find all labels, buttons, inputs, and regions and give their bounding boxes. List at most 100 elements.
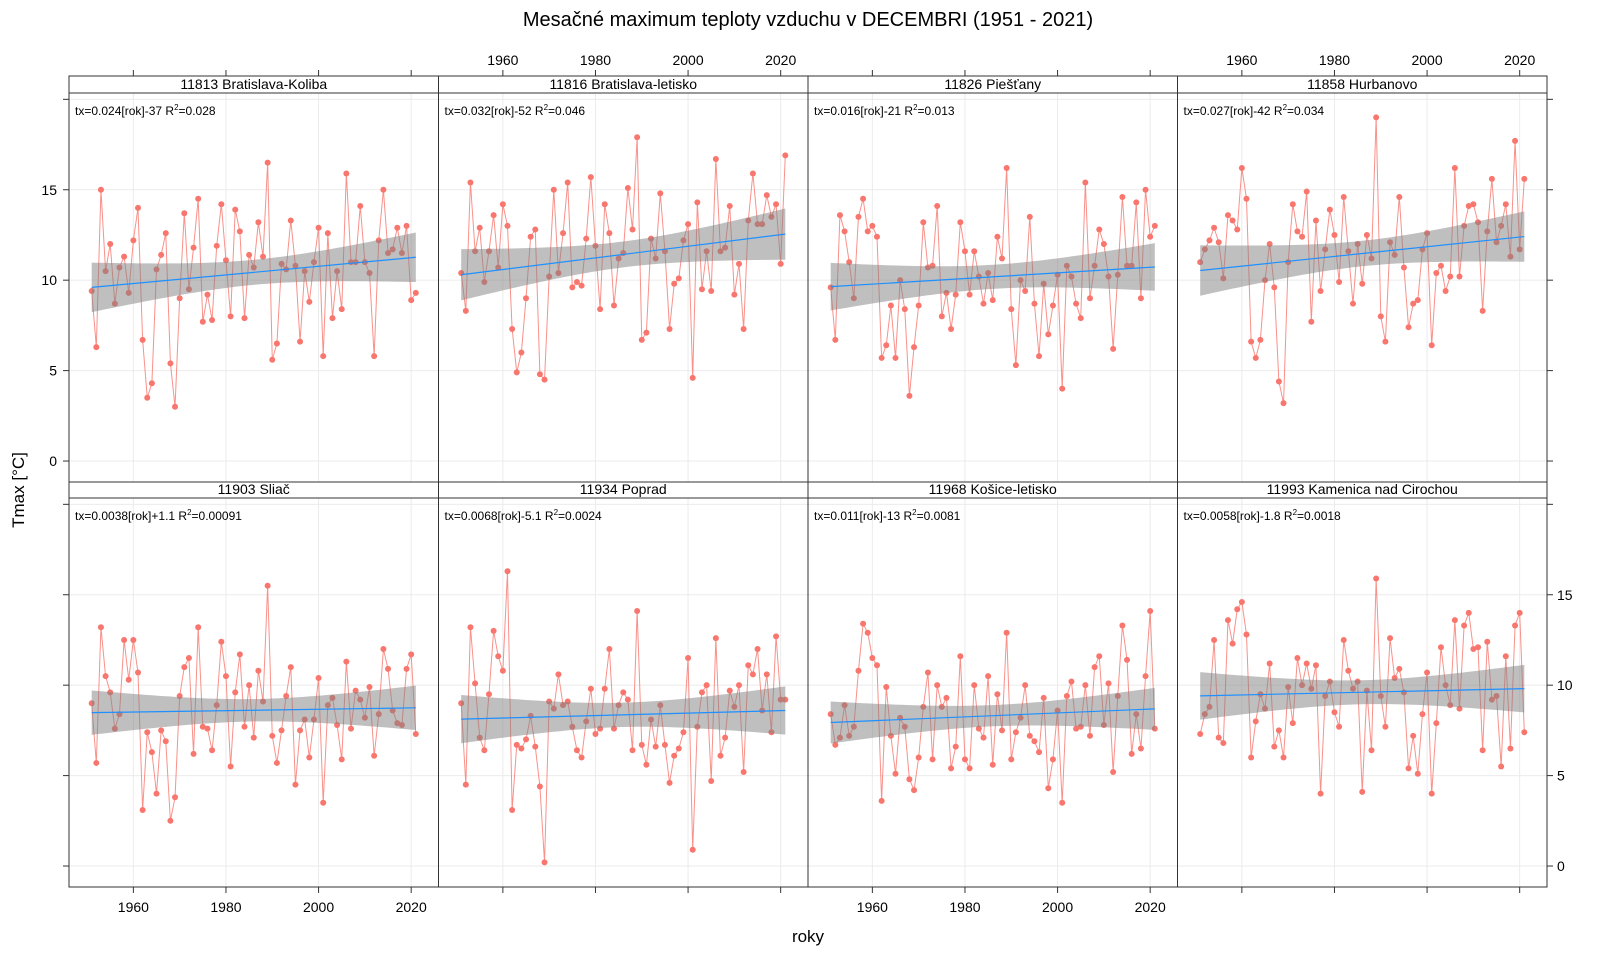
regression-annotation: tx=0.011[rok]-13 R2=0.0081 — [814, 508, 961, 523]
plot-area — [827, 608, 1158, 806]
panel: tx=0.011[rok]-13 R2=0.0081 11968 Košice-l… — [807, 481, 1178, 915]
data-point — [1382, 338, 1389, 345]
data-point — [236, 228, 243, 235]
data-point — [583, 235, 590, 242]
data-point — [1215, 734, 1222, 741]
data-point — [555, 671, 562, 678]
data-point — [860, 620, 867, 627]
data-point — [1091, 664, 1098, 671]
data-point — [1197, 731, 1204, 738]
data-point — [726, 203, 733, 210]
equation-text: tx=0.016[rok]-21 R — [814, 104, 913, 118]
data-point — [564, 179, 571, 186]
data-point — [1396, 193, 1403, 200]
data-point — [569, 284, 576, 291]
data-point — [121, 253, 128, 260]
data-point — [726, 687, 733, 694]
data-point — [1359, 788, 1366, 795]
data-point — [380, 646, 387, 653]
data-point — [297, 727, 304, 734]
strip-label: 11934 Poprad — [580, 481, 667, 497]
data-point — [883, 683, 890, 690]
data-point — [1133, 199, 1140, 206]
data-point — [1252, 354, 1259, 361]
data-point — [218, 638, 225, 645]
data-point — [380, 186, 387, 193]
data-point — [989, 761, 996, 768]
data-point — [666, 779, 673, 786]
data-point — [952, 743, 959, 750]
data-point — [495, 653, 502, 660]
x-tick-label: 1980 — [210, 899, 241, 915]
data-point — [222, 673, 229, 680]
data-point — [1456, 273, 1463, 280]
data-point — [264, 582, 271, 589]
data-point — [869, 222, 876, 229]
data-point — [1331, 231, 1338, 238]
data-point — [685, 655, 692, 662]
data-point — [190, 750, 197, 757]
trend-line — [461, 709, 786, 720]
data-point — [338, 306, 345, 313]
data-point — [1142, 673, 1149, 680]
data-point — [139, 336, 146, 343]
data-point — [107, 241, 114, 248]
trend-line — [1200, 235, 1525, 272]
data-point — [1451, 165, 1458, 172]
trend-line — [91, 707, 416, 714]
data-point — [1238, 165, 1245, 172]
data-point — [1502, 201, 1509, 208]
data-point — [860, 195, 867, 202]
data-point — [1396, 665, 1403, 672]
r2-value: =0.00091 — [192, 509, 243, 523]
data-point — [1211, 636, 1218, 643]
data-point — [1382, 723, 1389, 730]
data-point — [1234, 606, 1241, 613]
data-point — [1220, 740, 1227, 747]
data-point — [1498, 763, 1505, 770]
data-point — [1234, 226, 1241, 233]
plot-area — [827, 165, 1158, 399]
data-point — [297, 338, 304, 345]
data-point — [504, 222, 511, 229]
data-point — [232, 689, 239, 696]
trend-line — [91, 256, 416, 288]
data-point — [338, 756, 345, 763]
data-point — [906, 392, 913, 399]
data-point — [698, 689, 705, 696]
data-point — [1248, 338, 1255, 345]
data-point — [1040, 694, 1047, 701]
data-point — [1110, 345, 1117, 352]
x-tick-label: 2020 — [765, 52, 796, 68]
data-point — [745, 662, 752, 669]
data-point — [204, 725, 211, 732]
data-point — [102, 673, 109, 680]
data-point — [855, 667, 862, 674]
data-point — [782, 152, 789, 159]
data-point — [1012, 362, 1019, 369]
data-point — [1073, 300, 1080, 307]
data-point — [980, 300, 987, 307]
data-point — [1470, 201, 1477, 208]
data-point — [485, 691, 492, 698]
data-point — [269, 356, 276, 363]
data-point — [213, 242, 220, 249]
data-point — [1461, 622, 1468, 629]
r2-value: =0.034 — [1287, 104, 1324, 118]
data-point — [855, 213, 862, 220]
data-point — [1433, 269, 1440, 276]
data-point — [841, 228, 848, 235]
data-point — [560, 230, 567, 237]
data-point — [587, 685, 594, 692]
data-point — [1317, 288, 1324, 295]
data-point — [273, 340, 280, 347]
data-point — [246, 682, 253, 689]
r2-value: =0.0024 — [558, 509, 602, 523]
data-point — [1512, 622, 1519, 629]
data-point — [167, 817, 174, 824]
data-point — [273, 759, 280, 766]
data-point — [999, 727, 1006, 734]
data-point — [250, 734, 257, 741]
data-point — [1073, 725, 1080, 732]
